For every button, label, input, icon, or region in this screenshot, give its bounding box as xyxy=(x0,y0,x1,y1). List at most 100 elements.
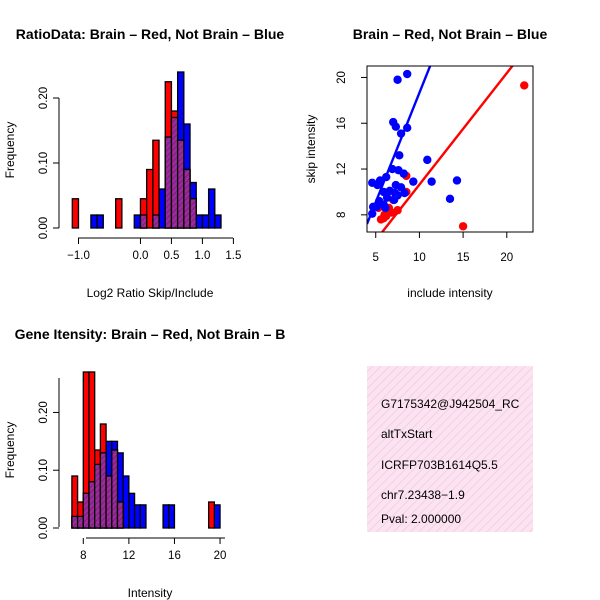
bar-overlap-3 xyxy=(139,214,148,229)
point-notbrain-8 xyxy=(423,155,432,165)
bar-overlap-4 xyxy=(152,214,160,229)
y-tick-label: 0.20 xyxy=(38,87,50,109)
bar-overlap-8 xyxy=(176,139,185,229)
gene-intensity-title: Gene Itensity: Brain – Red, Not Brain – … xyxy=(15,326,286,342)
ratio-histogram-title: RatioData: Brain – Red, Not Brain – Blue xyxy=(16,26,285,42)
point-notbrain-23 xyxy=(382,193,392,202)
bar-notbrain-14 xyxy=(168,504,176,529)
bar-notbrain-5 xyxy=(158,188,166,229)
bar-notbrain-9 xyxy=(122,475,130,529)
x-tick-label: 20 xyxy=(214,550,227,562)
intensity-scatter-xlabel: include intensity xyxy=(407,286,492,300)
x-tick-label: 16 xyxy=(168,550,181,562)
point-notbrain-0 xyxy=(402,69,412,79)
y-tick-label: 0.10 xyxy=(38,152,50,174)
bar-notbrain-14 xyxy=(214,214,222,229)
x-tick-label: 12 xyxy=(122,550,135,562)
bar-overlap-7 xyxy=(170,116,179,229)
info-panel: G7175342@J942504_RC altTxStart ICRFP703B… xyxy=(367,366,533,532)
point-notbrain-14 xyxy=(373,180,382,190)
bar-overlap-1 xyxy=(76,515,84,529)
point-notbrain-18 xyxy=(427,177,436,186)
point-notbrain-33 xyxy=(400,188,409,198)
gene-intensity-ylabel: Frequency xyxy=(3,422,17,479)
bar-overlap-6 xyxy=(105,475,113,529)
point-notbrain-6 xyxy=(395,151,404,160)
fit-line-notbrain xyxy=(367,66,432,225)
bar-brain-1 xyxy=(115,198,123,229)
point-notbrain-3 xyxy=(391,122,401,131)
y-tick-label: 8 xyxy=(336,212,348,218)
x-tick-label: 10 xyxy=(413,252,426,264)
scatter-points xyxy=(367,66,529,232)
ratio-histogram: RatioData: Brain – Red, Not Brain – Blue… xyxy=(3,26,284,300)
point-notbrain-1 xyxy=(393,75,402,84)
y-tick-label: 20 xyxy=(336,71,348,84)
bar-overlap-4 xyxy=(94,463,102,529)
point-notbrain-17 xyxy=(409,177,418,186)
bar-overlap-8 xyxy=(116,501,124,529)
point-brain-1 xyxy=(458,222,468,231)
y-tick-label: 0.00 xyxy=(38,517,50,539)
x-tick-label: 20 xyxy=(500,252,513,264)
y-tick-label: 0.00 xyxy=(38,217,50,239)
x-tick-label: 0.5 xyxy=(163,250,179,262)
bar-notbrain-13 xyxy=(162,504,170,529)
ratio-histogram-ylabel: Frequency xyxy=(3,122,17,179)
point-notbrain-10 xyxy=(399,169,408,178)
bar-notbrain-13 xyxy=(207,188,216,229)
point-notbrain-32 xyxy=(393,191,402,200)
y-tick-label: 12 xyxy=(336,163,348,176)
y-tick-label: 0.20 xyxy=(38,401,50,423)
x-tick-label: 1.0 xyxy=(194,250,210,262)
x-tick-label: 0.0 xyxy=(132,250,148,262)
y-tick-label: 16 xyxy=(336,117,348,130)
bar-notbrain-12 xyxy=(139,504,147,529)
intensity-scatter: Brain – Red, Not Brain – Blue 5 10 15 20 8 12… xyxy=(304,26,548,300)
bar-notbrain-2 xyxy=(133,214,142,229)
bar-overlap-9 xyxy=(183,168,191,229)
bar-brain-3 xyxy=(146,168,154,229)
bar-notbrain-1 xyxy=(96,214,104,229)
bar-overlap-3 xyxy=(88,481,96,529)
info-clone-id: ICRFP703B1614Q5.5 xyxy=(381,458,498,472)
bar-brain-0 xyxy=(71,198,80,229)
bar-overlap-2 xyxy=(82,492,90,529)
bar-notbrain-15 xyxy=(213,504,221,529)
bar-notbrain-12 xyxy=(201,214,210,229)
point-brain-0 xyxy=(520,81,529,90)
gene-intensity-bars xyxy=(71,371,221,529)
point-notbrain-19 xyxy=(452,176,462,185)
intensity-scatter-ylabel: skip intensity xyxy=(304,115,318,184)
fit-line-brain xyxy=(380,66,514,232)
point-notbrain-29 xyxy=(381,203,390,213)
bar-notbrain-0 xyxy=(90,214,98,229)
info-pval: Pval: 2.000000 xyxy=(381,512,461,526)
bar-overlap-7 xyxy=(111,449,119,529)
bar-overlap-0 xyxy=(71,515,79,529)
x-tick-label: 15 xyxy=(457,252,470,264)
x-tick-label: 8 xyxy=(80,550,86,562)
bar-overlap-10 xyxy=(189,198,197,229)
info-event-type: altTxStart xyxy=(381,427,433,441)
gene-intensity-xlabel: Intensity xyxy=(128,586,173,600)
intensity-scatter-title: Brain – Red, Not Brain – Blue xyxy=(353,26,548,42)
point-notbrain-31 xyxy=(445,194,455,203)
info-panel-background xyxy=(367,366,533,532)
bar-overlap-6 xyxy=(164,136,173,229)
intensity-scatter-plot-box xyxy=(366,65,534,233)
y-tick-label: 0.10 xyxy=(38,459,50,481)
bar-notbrain-10 xyxy=(128,492,136,529)
info-location: chr7.23438−1.9 xyxy=(381,488,465,502)
bar-notbrain-11 xyxy=(195,214,204,229)
x-tick-label: 5 xyxy=(373,252,379,264)
bar-notbrain-11 xyxy=(133,504,141,529)
ratio-histogram-bars xyxy=(71,71,222,229)
bar-overlap-5 xyxy=(99,452,107,529)
point-brain-12 xyxy=(379,214,388,223)
x-tick-label: −1.0 xyxy=(67,250,90,262)
ratio-histogram-xlabel: Log2 Ratio Skip/Include xyxy=(87,286,214,300)
gene-intensity-histogram: Gene Itensity: Brain – Red, Not Brain – … xyxy=(3,326,285,600)
info-probe-id: G7175342@J942504_RC xyxy=(381,397,520,411)
